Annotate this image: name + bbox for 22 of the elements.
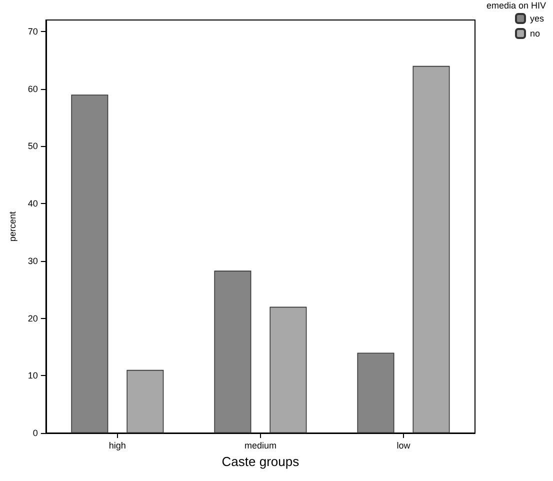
- legend-label: no: [530, 28, 540, 38]
- x-tick-label: medium: [244, 440, 276, 450]
- y-tick-label: 10: [28, 370, 38, 381]
- x-tick-label: low: [396, 440, 411, 450]
- bar: [214, 270, 252, 433]
- y-axis-title: percent: [8, 210, 18, 242]
- bar: [270, 306, 307, 433]
- bar: [126, 370, 164, 433]
- y-tick-label: 30: [28, 256, 38, 266]
- bar: [71, 94, 108, 433]
- legend-title: emedia on HIV: [486, 0, 546, 10]
- y-tick-label: 0: [32, 428, 38, 438]
- x-axis-title: Caste groups: [222, 454, 300, 469]
- y-tick-label: 60: [28, 84, 38, 94]
- y-tick-label: 70: [28, 26, 38, 36]
- y-tick-label: 40: [28, 198, 38, 209]
- bar: [357, 352, 394, 433]
- y-tick-label: 20: [28, 313, 38, 324]
- legend-label: yes: [530, 14, 544, 24]
- x-tick-label: high: [108, 440, 126, 450]
- y-tick-label: 50: [28, 141, 38, 152]
- bar: [412, 66, 450, 433]
